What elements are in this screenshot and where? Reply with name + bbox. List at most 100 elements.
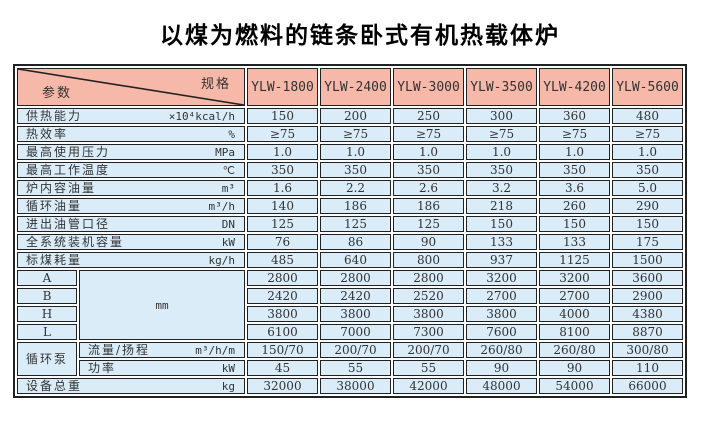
value-cell: 3200 — [466, 270, 537, 286]
value-cell: 350 — [466, 162, 537, 178]
value-cell: 2900 — [612, 288, 683, 304]
value-cell: 125 — [247, 216, 318, 232]
table-row: H 3800 3800 3800 3800 4000 4380 — [17, 306, 683, 322]
model-header: YLW-3500 — [466, 68, 537, 106]
value-cell: 6100 — [247, 324, 318, 340]
value-cell: 3600 — [612, 270, 683, 286]
value-cell: 3200 — [539, 270, 610, 286]
value-cell: 3800 — [393, 306, 464, 322]
value-cell: 2.2 — [320, 180, 391, 196]
table-body: 供热能力 ×10⁴kcal/h 150 200 250 300 360 480 热效率% ≥75 ≥… — [17, 108, 683, 394]
dim-label-cell: H — [17, 306, 77, 322]
value-cell: 186 — [393, 198, 464, 214]
row-label: 炉内容油量 — [26, 180, 97, 195]
value-cell: 32000 — [247, 378, 318, 394]
table-row: 炉内容油量 m³ 1.6 2.2 2.6 3.2 3.6 5.0 — [17, 180, 683, 196]
value-cell: 3.6 — [539, 180, 610, 196]
value-cell: 38000 — [320, 378, 391, 394]
row-unit: ×10⁴kcal/h — [168, 109, 235, 123]
param-label-cell: 循环油量 m³/h — [17, 198, 245, 214]
value-cell: ≥75 — [466, 126, 537, 142]
pump-sub-cell: 功率 kW — [79, 360, 245, 376]
value-cell: 640 — [320, 252, 391, 268]
diagonal-line-icon — [18, 69, 244, 105]
value-cell: 90 — [393, 234, 464, 250]
table-row: 进出油管口径 DN 125 125 125 150 150 150 — [17, 216, 683, 232]
table-row: 最高工作温度 ℃ 350 350 350 350 350 350 — [17, 162, 683, 178]
value-cell: 260/80 — [539, 342, 610, 358]
value-cell: 125 — [320, 216, 391, 232]
table-row: 热效率% ≥75 ≥75 ≥75 ≥75 ≥75 ≥75 — [17, 126, 683, 142]
table-row: 循环油量 m³/h 140 186 186 218 260 290 — [17, 198, 683, 214]
value-cell: 4380 — [612, 306, 683, 322]
value-cell: ≥75 — [320, 126, 391, 142]
row-label: 功率 — [88, 360, 117, 375]
value-cell: 3800 — [320, 306, 391, 322]
value-cell: 55 — [320, 360, 391, 376]
value-cell: 54000 — [539, 378, 610, 394]
value-cell: 3.2 — [466, 180, 537, 196]
param-label-cell: 全系统装机容量 kW — [17, 234, 245, 250]
row-label: 供热能力 — [26, 108, 83, 123]
value-cell: 300/80 — [612, 342, 683, 358]
param-label-cell: 热效率% — [17, 126, 245, 142]
header-row: 规格 参数 YLW-1800 YLW-2400 YLW-3000 YLW-350… — [17, 68, 683, 106]
table-row: 设备总重 kg 32000 38000 42000 48000 54000 66000 — [17, 378, 683, 394]
value-cell: 150 — [612, 216, 683, 232]
value-cell: 3800 — [466, 306, 537, 322]
value-cell: 150 — [466, 216, 537, 232]
value-cell: 2700 — [466, 288, 537, 304]
value-cell: 350 — [320, 162, 391, 178]
value-cell: ≥75 — [393, 126, 464, 142]
value-cell: 1.0 — [466, 144, 537, 160]
model-header: YLW-5600 — [612, 68, 683, 106]
value-cell: 2800 — [320, 270, 391, 286]
value-cell: 2420 — [247, 288, 318, 304]
value-cell: 1500 — [612, 252, 683, 268]
param-label-cell: 炉内容油量 m³ — [17, 180, 245, 196]
value-cell: 350 — [247, 162, 318, 178]
value-cell: 1125 — [539, 252, 610, 268]
value-cell: 150 — [539, 216, 610, 232]
value-cell: 350 — [612, 162, 683, 178]
value-cell: 186 — [320, 198, 391, 214]
value-cell: 42000 — [393, 378, 464, 394]
row-unit: MPa — [215, 145, 235, 159]
model-header: YLW-2400 — [320, 68, 391, 106]
value-cell: 200/70 — [393, 342, 464, 358]
value-cell: 200 — [320, 108, 391, 124]
spec-table: 规格 参数 YLW-1800 YLW-2400 YLW-3000 YLW-350… — [13, 64, 687, 398]
corner-spec-label: 规格 — [200, 77, 231, 92]
value-cell: 1.0 — [539, 144, 610, 160]
table-row: 功率 kW 45 55 55 90 90 110 — [17, 360, 683, 376]
value-cell: 800 — [393, 252, 464, 268]
param-label-cell: 最高工作温度 ℃ — [17, 162, 245, 178]
value-cell: 350 — [393, 162, 464, 178]
param-label-cell: 供热能力 ×10⁴kcal/h — [17, 108, 245, 124]
value-cell: 66000 — [612, 378, 683, 394]
value-cell: 48000 — [466, 378, 537, 394]
row-unit: % — [228, 127, 235, 141]
value-cell: 260 — [539, 198, 610, 214]
table-row: 循环泵 流量/扬程 m³/h/m 150/70 200/70 200/70 260/80 26… — [17, 342, 683, 376]
value-cell: 8100 — [539, 324, 610, 340]
value-cell: 7600 — [466, 324, 537, 340]
value-cell: 45 — [247, 360, 318, 376]
dim-label-cell: B — [17, 288, 77, 304]
value-cell: 175 — [612, 234, 683, 250]
value-cell: 8870 — [612, 324, 683, 340]
value-cell: 5.0 — [612, 180, 683, 196]
row-unit: kg — [221, 379, 235, 393]
row-label: 循环油量 — [26, 198, 83, 213]
value-cell: 7000 — [320, 324, 391, 340]
value-cell: 125 — [393, 216, 464, 232]
value-cell: 2520 — [393, 288, 464, 304]
row-label: 最高工作温度 — [26, 162, 111, 177]
value-cell: 290 — [612, 198, 683, 214]
table-row: 标煤耗量 kg/h 485 640 800 937 1125 1500 — [17, 252, 683, 268]
page-title: 以煤为燃料的链条卧式有机热载体炉 — [160, 23, 560, 49]
value-cell: 360 — [539, 108, 610, 124]
param-label-cell: 进出油管口径 DN — [17, 216, 245, 232]
row-label: 设备总重 — [26, 378, 83, 393]
